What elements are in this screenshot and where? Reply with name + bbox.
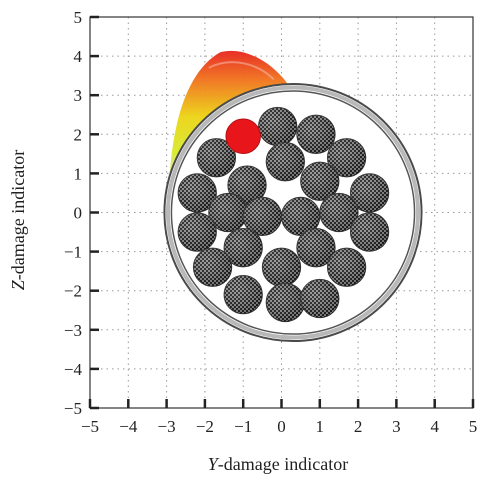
strand-shade <box>327 138 366 177</box>
strand-shade <box>300 279 339 318</box>
y-tick-label: 2 <box>74 125 83 144</box>
y-tick-label: 3 <box>74 86 83 105</box>
x-tick-label: −5 <box>81 417 99 436</box>
strand-shade <box>350 212 389 252</box>
strands <box>177 106 390 323</box>
strand-shade <box>243 197 282 236</box>
y-tick-label: −2 <box>64 282 82 301</box>
x-tick-label: 3 <box>392 417 401 436</box>
strand-shade <box>258 107 297 146</box>
x-tick-label: 1 <box>316 417 325 436</box>
axes: −5 −4 −3 −2 −1 0 1 2 3 4 5 −5 −4 −3 −2 −1 0 1 2 3 4 5 <box>64 8 477 436</box>
heat-highlight <box>208 61 275 81</box>
strand-shade <box>281 197 320 236</box>
y-tick-label: −3 <box>64 321 82 340</box>
strand-shade <box>266 142 305 181</box>
strand-shade <box>319 193 359 232</box>
damage-heat-plume <box>168 50 339 197</box>
x-axis-label: Y-damage indicator <box>208 454 348 474</box>
strand-shade <box>193 248 232 287</box>
x-tick-label: 4 <box>430 417 439 436</box>
sheath-band <box>165 85 421 340</box>
strand-shade <box>208 193 248 232</box>
strand-shade <box>224 228 263 267</box>
y-tick-label: 4 <box>74 47 83 66</box>
strand-shade <box>227 165 267 205</box>
y-tick-label: −4 <box>64 360 83 379</box>
strand-shade <box>296 228 336 267</box>
damage-heat-region <box>168 50 339 197</box>
strand-shade <box>224 275 263 314</box>
strand-shade <box>300 162 339 201</box>
y-tick-label: −5 <box>64 399 82 418</box>
x-tick-label: −4 <box>119 417 138 436</box>
y-axis-label: Z-damage indicator <box>8 150 28 290</box>
strand-shade <box>197 138 236 177</box>
strand-shade <box>178 173 217 213</box>
x-tick-label: 0 <box>277 417 286 436</box>
strand-shade <box>296 115 336 154</box>
strand-shade <box>350 173 389 213</box>
strand-shade <box>266 283 305 322</box>
strand-shade <box>262 248 301 287</box>
x-tick-label: 2 <box>354 417 363 436</box>
y-tick-label: −1 <box>64 243 82 262</box>
y-tick-label: 1 <box>74 164 83 183</box>
damaged-strand <box>225 118 261 154</box>
x-tick-label: −2 <box>196 417 214 436</box>
x-tick-label: 5 <box>469 417 478 436</box>
strand-shade <box>178 212 217 252</box>
y-tick-label: 5 <box>74 8 83 27</box>
x-tick-label: −3 <box>158 417 176 436</box>
strand-shade <box>327 248 366 287</box>
y-tick-label: 0 <box>74 204 83 223</box>
x-tick-label: −1 <box>234 417 252 436</box>
